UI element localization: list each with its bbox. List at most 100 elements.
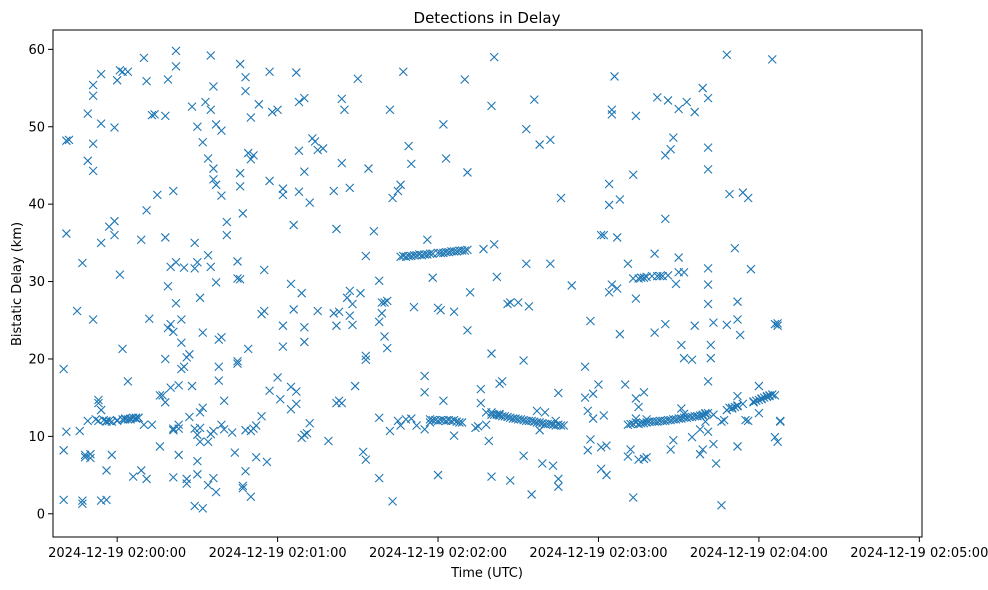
data-point-marker — [61, 136, 71, 146]
y-tick-label: 60 — [28, 43, 45, 58]
data-point-marker — [289, 305, 299, 314]
data-point-marker — [703, 377, 713, 386]
data-point-marker — [241, 72, 250, 82]
data-point-marker — [676, 404, 686, 413]
data-point-marker — [88, 80, 98, 90]
data-point-marker — [529, 95, 539, 105]
data-point-marker — [588, 389, 598, 399]
data-point-marker — [350, 381, 360, 391]
data-point-marker — [738, 399, 748, 409]
data-point-marker — [733, 391, 742, 401]
data-point-marker — [666, 445, 676, 454]
data-point-marker — [192, 469, 202, 479]
data-point-marker — [278, 184, 288, 194]
data-point-marker — [500, 411, 510, 421]
data-point-marker — [703, 264, 713, 273]
data-point-marker — [102, 495, 111, 505]
data-point-marker — [398, 67, 408, 77]
data-point-marker — [396, 421, 405, 430]
data-point-marker — [163, 75, 173, 84]
data-point-marker — [265, 67, 274, 77]
data-point-marker — [492, 410, 502, 420]
data-point-marker — [532, 406, 542, 416]
data-point-marker — [78, 496, 87, 506]
data-point-marker — [660, 151, 670, 160]
y-tick-label: 20 — [28, 352, 45, 367]
data-point-marker — [690, 321, 700, 331]
data-point-marker — [299, 322, 309, 332]
data-point-marker — [278, 321, 288, 331]
data-point-marker — [706, 340, 716, 350]
data-point-marker — [505, 298, 515, 307]
data-point-marker — [679, 353, 689, 363]
data-point-marker — [409, 302, 419, 312]
data-point-marker — [345, 311, 355, 321]
data-point-marker — [687, 355, 697, 365]
data-point-marker — [61, 229, 71, 238]
data-point-marker — [706, 353, 716, 363]
data-point-marker — [361, 355, 371, 365]
y-axis-title: Bistatic Delay (km) — [10, 222, 25, 346]
data-point-marker — [96, 405, 106, 415]
data-point-marker — [751, 396, 761, 406]
data-point-marker — [599, 230, 609, 240]
data-point-marker — [703, 427, 713, 437]
data-point-marker — [428, 273, 438, 283]
data-point-marker — [110, 123, 119, 132]
data-point-marker — [639, 387, 649, 397]
data-point-marker — [668, 133, 678, 142]
data-point-marker — [556, 193, 566, 203]
data-point-marker — [743, 193, 753, 203]
data-point-marker — [203, 437, 213, 447]
y-tick-label: 10 — [28, 430, 45, 445]
data-point-marker — [690, 107, 700, 117]
data-point-marker — [201, 97, 210, 107]
data-point-marker — [305, 418, 315, 428]
data-point-marker — [361, 455, 371, 464]
data-point-marker — [356, 288, 365, 298]
data-point-marker — [61, 427, 71, 437]
data-point-marker — [337, 158, 347, 168]
data-point-marker — [294, 146, 304, 156]
data-point-marker — [660, 319, 670, 329]
data-point-marker — [701, 417, 710, 427]
data-point-marker — [420, 371, 430, 381]
data-point-marker — [722, 50, 732, 60]
data-point-marker — [302, 428, 312, 438]
y-axis: 0 10 20 30 40 50 60 — [28, 43, 53, 522]
data-point-marker — [142, 474, 151, 484]
data-point-marker — [299, 430, 309, 440]
data-point-marker — [586, 435, 595, 444]
data-point-marker — [160, 111, 170, 121]
data-point-marker — [59, 364, 69, 374]
data-point-marker — [83, 416, 93, 426]
data-point-marker — [580, 362, 590, 372]
data-point-marker — [385, 105, 395, 115]
data-point-marker — [741, 415, 750, 425]
data-point-marker — [436, 305, 446, 315]
data-point-marker — [709, 318, 718, 327]
data-point-marker — [682, 97, 692, 107]
x-tick-label: 2024-12-19 02:01:00 — [209, 546, 347, 561]
data-point-marker — [294, 187, 304, 197]
data-point-marker — [596, 464, 606, 474]
data-point-marker — [594, 380, 603, 389]
data-point-marker — [310, 137, 320, 146]
plot-frame — [52, 29, 923, 538]
data-point-marker — [209, 426, 218, 436]
data-point-marker — [393, 186, 403, 196]
data-point-marker — [195, 407, 205, 417]
data-point-marker — [503, 412, 512, 422]
data-point-marker — [639, 418, 649, 428]
data-point-marker — [460, 246, 470, 255]
data-point-marker — [318, 144, 328, 153]
data-point-marker — [388, 193, 397, 203]
data-point-marker — [535, 418, 545, 427]
data-point-marker — [86, 449, 95, 459]
data-point-marker — [291, 68, 301, 77]
data-point-marker — [602, 441, 611, 451]
data-point-marker — [168, 473, 178, 482]
data-point-marker — [128, 472, 138, 482]
data-point-marker — [519, 451, 528, 461]
data-point-marker — [190, 501, 200, 511]
